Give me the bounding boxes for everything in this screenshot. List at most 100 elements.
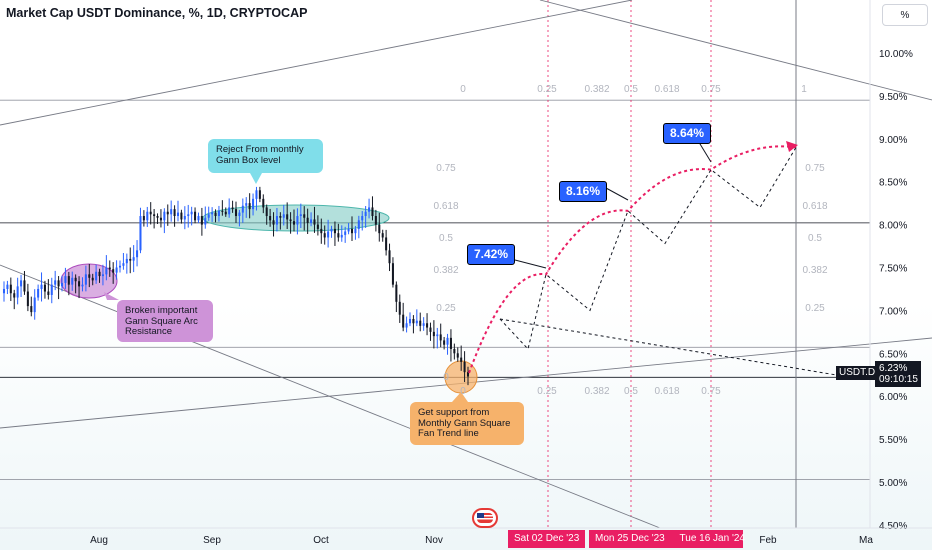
last-price-value: 6.23%	[879, 363, 908, 374]
candle-body	[395, 284, 398, 302]
gann-fan-level-label: 0.75	[701, 386, 721, 397]
candle-body	[306, 217, 309, 223]
date-marker-jan-16: Tue 16 Jan '24	[679, 533, 745, 544]
y-tick-label: 9.00%	[879, 135, 907, 146]
candle-body	[248, 203, 251, 210]
label-leader-line	[605, 187, 629, 201]
candle-body	[6, 284, 9, 289]
candle-body	[194, 211, 197, 221]
candle-body	[282, 214, 285, 218]
candle-body	[122, 263, 125, 266]
percent-scale-button[interactable]: %	[882, 4, 928, 26]
candle-body	[255, 190, 258, 199]
candle-body	[33, 297, 36, 313]
candle-body	[88, 274, 91, 278]
x-tick-label: Oct	[313, 535, 329, 546]
candle-body	[303, 214, 306, 218]
candle-body	[163, 211, 166, 221]
candle-body	[159, 217, 162, 221]
candle-body	[327, 231, 330, 238]
candle-body	[412, 318, 415, 324]
candle-body	[269, 216, 272, 221]
candle-body	[173, 209, 176, 217]
gann-fan-level-label: 0.25	[537, 84, 557, 95]
gann-box-level-label: 0.382	[433, 265, 458, 276]
candle-body	[378, 224, 381, 234]
symbol-label: USDT.D	[836, 366, 879, 380]
candle-body	[439, 334, 442, 341]
date-marker-dec-02: Sat 02 Dec '23	[508, 530, 586, 548]
y-tick-label: 6.00%	[879, 392, 907, 403]
candle-body	[463, 361, 466, 373]
gann-fan-level-label: 0.25	[537, 386, 557, 397]
candle-body	[344, 231, 347, 235]
candle-body	[310, 219, 313, 223]
candle-body	[354, 228, 357, 234]
candle-body	[231, 207, 234, 210]
candle-body	[84, 274, 87, 285]
candle-body	[132, 257, 135, 261]
candle-body	[323, 233, 326, 238]
gann-fan-line	[0, 0, 633, 126]
projection-arc	[468, 145, 797, 374]
candle-body	[228, 207, 231, 215]
annotation-reject-gann-box: Reject From monthly Gann Box level	[208, 139, 323, 173]
candle-body	[340, 234, 343, 238]
candle-body	[313, 219, 316, 225]
candle-body	[78, 281, 81, 287]
annotation-text: Broken important Gann Square Arc Resista…	[125, 305, 198, 337]
gann-box-level-label: 0.618	[433, 201, 458, 212]
candle-body	[460, 357, 463, 362]
gann-box-level-label: 0.75	[805, 163, 825, 174]
gann-fan-level-label: 0.382	[584, 84, 609, 95]
candle-body	[347, 228, 350, 232]
candle-body	[20, 280, 23, 287]
projection-zigzag	[499, 147, 797, 351]
candle-body	[432, 331, 435, 337]
target-label-3[interactable]: 8.64%	[663, 123, 712, 144]
x-tick-label: Sep	[203, 535, 221, 546]
candle-body	[50, 284, 53, 295]
candle-body	[214, 212, 217, 217]
gann-fan-level-label: 0.618	[654, 84, 679, 95]
label-leader-line	[514, 259, 547, 269]
candle-body	[272, 220, 275, 225]
candle-body	[385, 237, 388, 251]
candle-body	[170, 209, 173, 215]
candle-body	[419, 320, 422, 326]
candle-body	[43, 284, 46, 292]
x-tick-label: Nov	[425, 535, 443, 546]
candle-body	[200, 216, 203, 225]
candle-body	[81, 284, 84, 287]
candle-body	[98, 271, 101, 277]
date-marker-dec-25: Mon 25 Dec '23	[595, 533, 665, 544]
candle-body	[105, 267, 108, 275]
candle-body	[91, 277, 94, 281]
target-label-2[interactable]: 8.16%	[559, 181, 608, 202]
candle-body	[149, 211, 152, 215]
gann-fan-level-label: 0.75	[701, 84, 721, 95]
candle-body	[180, 212, 183, 220]
gann-fan-level-label: 0.5	[624, 386, 638, 397]
candle-body	[429, 327, 432, 332]
y-tick-label: 5.50%	[879, 435, 907, 446]
candle-body	[30, 306, 33, 313]
candle-body	[361, 216, 364, 221]
gann-fan-line	[539, 0, 932, 101]
candle-body	[26, 291, 29, 307]
gann-box-level-label: 0.5	[808, 233, 822, 244]
annotation-text: Get support from Monthly Gann Square Fan…	[418, 407, 511, 439]
candle-body	[292, 221, 296, 225]
x-tick-label: Ma	[859, 535, 873, 546]
y-tick-label: 6.50%	[879, 349, 907, 360]
candle-body	[330, 228, 333, 232]
candle-body	[405, 323, 408, 328]
candle-body	[40, 284, 43, 289]
target-label-1[interactable]: 7.42%	[467, 244, 516, 265]
y-tick-label: 5.00%	[879, 478, 907, 489]
us-flag-logo-icon[interactable]	[472, 508, 498, 528]
candle-body	[279, 216, 282, 218]
candle-body	[252, 198, 255, 210]
